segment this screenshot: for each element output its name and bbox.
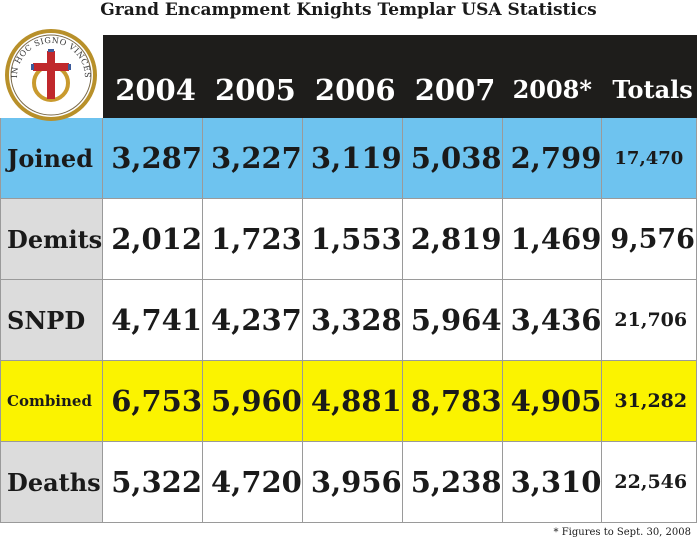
table-row-demits: Demits 2,012 1,723 1,553 2,819 1,469 9,5… — [0, 198, 697, 280]
cell-demits-2008: 1,469 — [501, 198, 603, 280]
table-row-snpd: SNPD 4,741 4,237 3,328 5,964 3,436 21,70… — [0, 279, 697, 361]
cell-snpd-2006: 3,328 — [301, 279, 403, 361]
row-label-demits: Demits — [0, 198, 104, 280]
column-header-2007: 2007 — [401, 35, 503, 118]
cell-deaths-2008: 3,310 — [501, 441, 603, 523]
cell-snpd-2007: 5,964 — [401, 279, 503, 361]
cell-demits-2007: 2,819 — [401, 198, 503, 280]
row-label-joined: Joined — [0, 117, 104, 199]
column-header-2004: 2004 — [102, 35, 204, 118]
cell-deaths-2006: 3,956 — [301, 441, 403, 523]
cell-combined-2008: 4,905 — [501, 360, 603, 442]
cell-demits-totals: 9,576 — [601, 198, 697, 280]
cell-joined-2007: 5,038 — [401, 117, 503, 199]
cell-joined-2006: 3,119 — [301, 117, 403, 199]
cell-snpd-2005: 4,237 — [202, 279, 303, 361]
table-row-combined: Combined 6,753 5,960 4,881 8,783 4,905 3… — [0, 360, 697, 442]
footnote: * Figures to Sept. 30, 2008 — [553, 527, 691, 538]
table-row-deaths: Deaths 5,322 4,720 3,956 5,238 3,310 22,… — [0, 441, 697, 523]
statistics-table: 2004 2005 2006 2007 2008* Totals Joined … — [0, 35, 697, 523]
cell-combined-2007: 8,783 — [401, 360, 503, 442]
header-row: 2004 2005 2006 2007 2008* Totals — [0, 35, 697, 118]
cell-joined-2004: 3,287 — [102, 117, 204, 199]
cell-demits-2005: 1,723 — [202, 198, 303, 280]
cell-combined-2006: 4,881 — [301, 360, 403, 442]
row-label-combined: Combined — [0, 360, 104, 442]
cell-demits-2006: 1,553 — [301, 198, 403, 280]
cell-joined-2008: 2,799 — [501, 117, 603, 199]
cell-deaths-2005: 4,720 — [202, 441, 303, 523]
cell-combined-totals: 31,282 — [601, 360, 697, 442]
cell-demits-2004: 2,012 — [102, 198, 204, 280]
cell-deaths-totals: 22,546 — [601, 441, 697, 523]
row-label-deaths: Deaths — [0, 441, 104, 523]
knights-templar-seal-logo: IN HOC SIGNO VINCES — [5, 29, 97, 121]
column-header-2008: 2008* — [501, 35, 603, 118]
table-row-joined: Joined 3,287 3,227 3,119 5,038 2,799 17,… — [0, 117, 697, 199]
row-label-snpd: SNPD — [0, 279, 104, 361]
column-header-2005: 2005 — [202, 35, 303, 118]
cell-deaths-2007: 5,238 — [401, 441, 503, 523]
cell-snpd-2004: 4,741 — [102, 279, 204, 361]
cell-combined-2004: 6,753 — [102, 360, 204, 442]
column-header-2006: 2006 — [301, 35, 403, 118]
cell-snpd-totals: 21,706 — [601, 279, 697, 361]
cell-combined-2005: 5,960 — [202, 360, 303, 442]
cell-joined-totals: 17,470 — [601, 117, 697, 199]
cell-joined-2005: 3,227 — [202, 117, 303, 199]
cell-deaths-2004: 5,322 — [102, 441, 204, 523]
cell-snpd-2008: 3,436 — [501, 279, 603, 361]
column-header-totals: Totals — [601, 35, 697, 118]
chart-title: Grand Encampment Knights Templar USA Sta… — [100, 0, 597, 20]
